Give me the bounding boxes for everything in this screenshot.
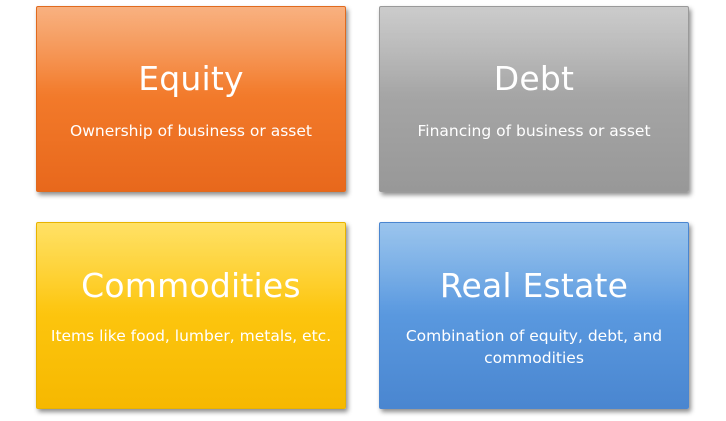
equity-title: Equity [138, 59, 244, 98]
debt-title: Debt [493, 59, 575, 98]
commodities-tile: Commodities Items like food, lumber, met… [36, 222, 346, 409]
equity-description: Ownership of business or asset [70, 122, 312, 140]
debt-description: Financing of business or asset [417, 122, 651, 140]
real-estate-description: Combination of equity, debt, and commodi… [405, 327, 663, 367]
real-estate-title: Real Estate [439, 266, 629, 305]
equity-tile: Equity Ownership of business or asset [36, 6, 346, 192]
commodities-title: Commodities [81, 266, 301, 305]
commodities-description: Items like food, lumber, metals, etc. [50, 327, 332, 345]
real-estate-tile: Real Estate Combination of equity, debt,… [379, 222, 689, 409]
debt-tile: Debt Financing of business or asset [379, 6, 689, 192]
